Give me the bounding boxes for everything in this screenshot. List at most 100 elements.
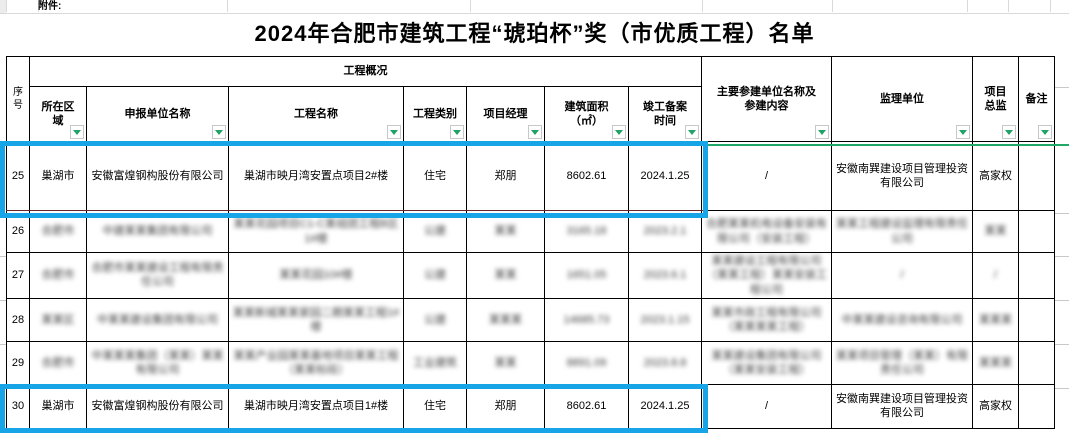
cell-project[interactable]: 某某花园10#楼: [228, 252, 404, 299]
filter-arrow-icon[interactable]: [212, 125, 226, 139]
col-header-category[interactable]: 工程类别: [403, 86, 467, 142]
table-row: 27 合肥市 合肥市某某建设工程有限责任公司 某某花园10#楼 公建 某某 1651.05 2…: [6, 252, 1055, 299]
gridline: [1050, 0, 1051, 12]
cell-region[interactable]: 巢湖市: [29, 383, 87, 429]
cell-area[interactable]: 1651.05: [544, 252, 629, 299]
filter-arrow-icon[interactable]: [685, 125, 699, 139]
cell-area[interactable]: 8891.09: [544, 340, 629, 385]
cell-project[interactable]: 巢湖市映月湾安置点项目1#楼: [228, 383, 404, 429]
cell-project[interactable]: 某某产业园某某基地项目某某工程（某某标段）: [228, 340, 404, 385]
cell-remark[interactable]: [1018, 141, 1055, 211]
filter-arrow-icon[interactable]: [956, 125, 970, 139]
cell-remark[interactable]: [1018, 340, 1055, 385]
cell-applicant[interactable]: 中某某某集团（某某）某某有限公司: [86, 340, 229, 385]
cell-category[interactable]: 工业建筑: [403, 340, 467, 385]
cell-manager[interactable]: 某某: [466, 340, 545, 385]
cell-participants[interactable]: 某某建设工程有限公司（某某工程）某某安装工程公司: [701, 252, 832, 299]
cell-area[interactable]: 3165.18: [544, 210, 629, 253]
filter-arrow-icon[interactable]: [70, 125, 84, 139]
cell-manager[interactable]: 某某某: [466, 297, 545, 342]
cell-director[interactable]: 高家权: [972, 141, 1019, 211]
cell-row-number[interactable]: 26: [6, 210, 30, 253]
filter-arrow-icon[interactable]: [528, 125, 542, 139]
col-header-applicant[interactable]: 申报单位名称: [86, 86, 229, 142]
cell-participants[interactable]: 某某市政工程有限公司（某某某某工程）: [701, 297, 832, 342]
col-header-participants[interactable]: 主要参建单位名称及 参建内容: [701, 56, 832, 142]
cell-applicant[interactable]: 中建某某集团有限公司: [86, 210, 229, 253]
col-header-completion-date[interactable]: 竣工备案 时间: [628, 86, 702, 142]
cell-remark[interactable]: [1018, 383, 1055, 429]
filter-arrow-icon[interactable]: [1038, 125, 1052, 139]
cell-row-number[interactable]: 30: [6, 383, 30, 429]
cell-applicant[interactable]: 安徽富煌钢构股份有限公司: [86, 383, 229, 429]
cell-category[interactable]: 公建: [403, 297, 467, 342]
col-header-remark[interactable]: 备注: [1018, 56, 1055, 142]
col-header-region[interactable]: 所在区 域: [29, 86, 87, 142]
filter-arrow-icon[interactable]: [612, 125, 626, 139]
cell-supervisor[interactable]: 中某某建设咨询有限公司: [831, 297, 973, 342]
cell-region[interactable]: 合肥市: [29, 340, 87, 385]
cell-director[interactable]: 高家权: [972, 383, 1019, 429]
cell-participants[interactable]: /: [701, 141, 832, 211]
cell-director[interactable]: /: [972, 252, 1019, 299]
cell-remark[interactable]: [1018, 210, 1055, 253]
cell-category[interactable]: 住宅: [403, 141, 467, 211]
cell-director[interactable]: 某某某: [972, 297, 1019, 342]
cell-supervisor[interactable]: 某某工程建设监理有限责任公司: [831, 210, 973, 253]
col-header-manager[interactable]: 项目经理: [466, 86, 545, 142]
cell-manager[interactable]: 郑朋: [466, 141, 545, 211]
cell-participants[interactable]: 合肥某某机电设备安装有限公司（安装工程）: [701, 210, 832, 253]
cell-director[interactable]: 某某: [972, 210, 1019, 253]
page-title: 2024年合肥市建筑工程“琥珀杯”奖（市优质工程）名单: [254, 21, 815, 46]
cell-row-number[interactable]: 28: [6, 297, 30, 342]
cell-applicant[interactable]: 合肥市某某建设工程有限责任公司: [86, 252, 229, 299]
col-header-no[interactable]: 序号: [6, 56, 30, 142]
cell-supervisor[interactable]: 安徽南巽建设项目管理投资有限公司: [831, 383, 973, 429]
cell-project[interactable]: 巢湖市映月湾安置点项目2#楼: [228, 141, 404, 211]
cell-region[interactable]: 某某区: [29, 297, 87, 342]
cell-manager[interactable]: 某某: [466, 252, 545, 299]
cell-applicant[interactable]: 中某某建设集团有限公司: [86, 297, 229, 342]
cell-manager[interactable]: 郑朋: [466, 383, 545, 429]
cell-completion_date[interactable]: 2023.6.1: [628, 252, 702, 299]
cell-completion_date[interactable]: 2023.2.1: [628, 210, 702, 253]
cell-project[interactable]: 某某花园项目C1-C某组团工程B区1#楼: [228, 210, 404, 253]
cell-supervisor[interactable]: /: [831, 252, 973, 299]
cell-region[interactable]: 合肥市: [29, 210, 87, 253]
cell-area[interactable]: 14685.73: [544, 297, 629, 342]
col-header-director[interactable]: 项目 总监: [972, 56, 1019, 142]
col-header-area[interactable]: 建筑面积 （㎡）: [544, 86, 629, 142]
cell-completion_date[interactable]: 2024.1.25: [628, 141, 702, 211]
cell-row-number[interactable]: 25: [6, 141, 30, 211]
cell-participants[interactable]: /: [701, 383, 832, 429]
group-header-project-overview[interactable]: 工程概况: [29, 56, 702, 87]
cell-remark[interactable]: [1018, 297, 1055, 342]
cell-manager[interactable]: 某某: [466, 210, 545, 253]
cell-completion_date[interactable]: 2023.1.15: [628, 297, 702, 342]
cell-category[interactable]: 公建: [403, 252, 467, 299]
cell-supervisor[interactable]: 某某项目管理（某某）有限责任公司: [831, 340, 973, 385]
cell-category[interactable]: 住宅: [403, 383, 467, 429]
filter-arrow-icon[interactable]: [1002, 125, 1016, 139]
cell-area[interactable]: 8602.61: [544, 383, 629, 429]
cell-area[interactable]: 8602.61: [544, 141, 629, 211]
cell-row-number[interactable]: 27: [6, 252, 30, 299]
filter-arrow-icon[interactable]: [815, 125, 829, 139]
cell-applicant[interactable]: 安徽富煌钢构股份有限公司: [86, 141, 229, 211]
col-header-project[interactable]: 工程名称: [228, 86, 404, 142]
cell-row-number[interactable]: 29: [6, 340, 30, 385]
cell-region[interactable]: 合肥市: [29, 252, 87, 299]
cell-region[interactable]: 巢湖市: [29, 141, 87, 211]
award-table: 序号 工程概况 主要参建单位名称及 参建内容 监理单位 项目 总监 备注 所在区…: [6, 56, 1055, 429]
cell-project[interactable]: 某某新城某某家园二期某某工程1#楼: [228, 297, 404, 342]
cell-completion_date[interactable]: 2023.8.8: [628, 340, 702, 385]
cell-supervisor[interactable]: 安徽南巽建设项目管理投资有限公司: [831, 141, 973, 211]
cell-completion_date[interactable]: 2024.1.25: [628, 383, 702, 429]
cell-category[interactable]: 公建: [403, 210, 467, 253]
cell-participants[interactable]: 某某建设集团有限公司（某某安装工程）: [701, 340, 832, 385]
cell-director[interactable]: 某某某: [972, 340, 1019, 385]
filter-arrow-icon[interactable]: [387, 125, 401, 139]
col-header-supervisor[interactable]: 监理单位: [831, 56, 973, 142]
filter-arrow-icon[interactable]: [450, 125, 464, 139]
cell-remark[interactable]: [1018, 252, 1055, 299]
